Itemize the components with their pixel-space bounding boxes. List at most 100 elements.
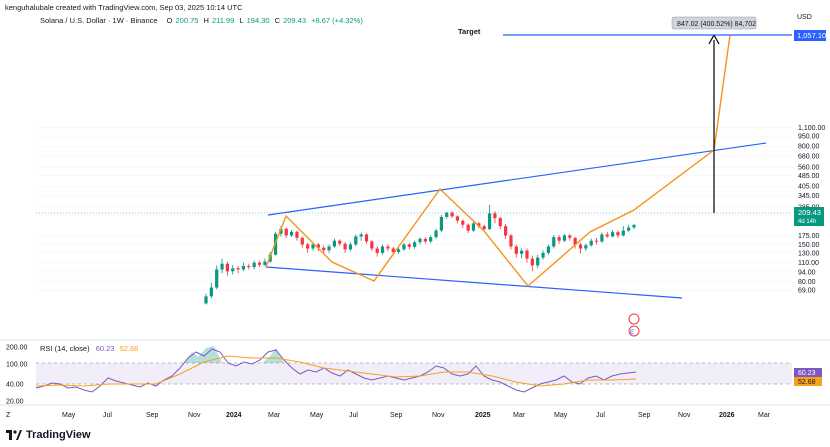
candle-body — [627, 227, 631, 231]
price-tick-label: 485.00 — [798, 173, 820, 180]
target-price-badge — [794, 30, 826, 41]
close-value: 209.43 — [283, 16, 307, 25]
candle-body — [461, 220, 465, 225]
candle-body — [375, 248, 379, 253]
target-price-badge-text: 1,057.10 — [797, 31, 826, 40]
candle-body — [498, 218, 502, 227]
candle-body — [413, 242, 417, 247]
brand-name: TradingView — [26, 429, 91, 441]
current-price-badge-text: 209.43 — [798, 208, 821, 217]
rsi-ma-value: 52.68 — [119, 344, 139, 353]
candle-body — [396, 249, 401, 252]
candle-body — [439, 216, 444, 231]
candle-body — [434, 230, 438, 238]
candle-body — [445, 212, 449, 217]
candle-body — [557, 237, 561, 241]
rsi-overbought-fill — [184, 346, 284, 363]
attribution-text: kenguhalubale created with TradingView.c… — [5, 3, 243, 12]
price-tick-label: 130.00 — [798, 250, 820, 257]
candle-body — [616, 232, 620, 236]
price-tick-label: 69.00 — [798, 288, 816, 295]
event-icon[interactable] — [628, 313, 640, 325]
time-tick-label: May — [62, 412, 76, 419]
price-tick-label: 345.00 — [798, 193, 820, 200]
candle-body — [514, 246, 518, 254]
candle-body — [552, 237, 556, 247]
candle-body — [247, 265, 251, 268]
time-tick-label: Z — [6, 412, 11, 419]
candle-body — [487, 213, 492, 230]
time-tick-label: Jul — [596, 412, 605, 419]
time-tick-label: Sep — [146, 412, 159, 419]
price-tick-label: 560.00 — [798, 165, 820, 172]
time-axis[interactable]: Z May Jul Sep Nov 2024 Mar May Jul Sep Nov 2025 Mar M… — [6, 412, 771, 419]
change-value: +8.67 (+4.32%) — [311, 16, 363, 25]
candle-body — [482, 226, 486, 230]
currency-label: USD — [797, 14, 812, 21]
time-tick-label: Mar — [268, 412, 281, 419]
candle-body — [225, 263, 230, 272]
rsi-label: RSI (14, close) — [40, 344, 90, 353]
time-tick-label: Mar — [758, 412, 771, 419]
price-tick-label: 405.00 — [798, 184, 820, 191]
event-icon-2[interactable] — [628, 325, 640, 337]
rsi-axis[interactable]: 200.00 100.00 40.00 20.00 — [6, 345, 28, 406]
candle-body — [610, 232, 615, 237]
tradingview-logo[interactable]: TradingView — [6, 429, 91, 441]
time-tick-label: May — [310, 412, 324, 419]
rsi-ma-badge — [794, 377, 822, 386]
time-tick-label: Jul — [103, 412, 112, 419]
price-tick-label: 950.00 — [798, 134, 820, 141]
candle-body — [332, 240, 337, 247]
event-icon-glyph: E — [630, 330, 634, 336]
rsi-tick-label: 40.00 — [6, 382, 24, 389]
candle-body — [600, 234, 604, 242]
candle-body — [322, 247, 326, 251]
current-price-countdown: 4d 14h — [798, 219, 816, 225]
candle-body — [241, 265, 246, 270]
open-label: O — [166, 16, 173, 25]
candle-body — [455, 216, 460, 221]
candle-body — [236, 268, 240, 270]
candle-body — [562, 235, 567, 241]
candle-body — [295, 231, 299, 238]
candle-body — [370, 241, 374, 249]
candle-body — [605, 234, 609, 237]
rsi-value-badge — [794, 368, 822, 377]
candle-body — [477, 223, 481, 227]
candle-body — [407, 244, 411, 247]
candle-body — [359, 234, 363, 237]
candle-body — [568, 235, 572, 238]
price-tick-label: 80.00 — [798, 279, 816, 286]
symbol-legend: Solana / U.S. Dollar · 1W · Binance O 200… — [40, 16, 363, 25]
time-tick-label: 2026 — [719, 412, 735, 419]
candle-body — [215, 269, 219, 288]
time-tick-label: May — [554, 412, 568, 419]
time-tick-label: Nov — [188, 412, 201, 419]
candle-body — [257, 262, 262, 265]
candle-body — [311, 244, 315, 249]
candle-body — [289, 231, 294, 236]
candle-body — [423, 238, 427, 242]
candle-body — [327, 246, 331, 251]
price-tick-label: 1,100.00 — [798, 125, 825, 132]
open-value: 200.75 — [175, 16, 199, 25]
candle-body — [338, 240, 342, 244]
candle-body — [386, 246, 390, 249]
candle-body — [594, 240, 599, 242]
candle-body — [364, 234, 369, 242]
time-tick-label: Jul — [349, 412, 358, 419]
candle-body — [466, 224, 470, 231]
candle-body — [520, 250, 524, 254]
time-tick-label: Nov — [432, 412, 445, 419]
rsi-tick-label: 100.00 — [6, 362, 28, 369]
tradingview-logo-icon — [6, 430, 22, 440]
candle-body — [578, 244, 583, 249]
candle-body — [391, 248, 395, 252]
candle-body — [621, 230, 625, 236]
candle-body — [632, 224, 636, 228]
candle-body — [343, 243, 347, 250]
rsi-line — [35, 348, 637, 393]
